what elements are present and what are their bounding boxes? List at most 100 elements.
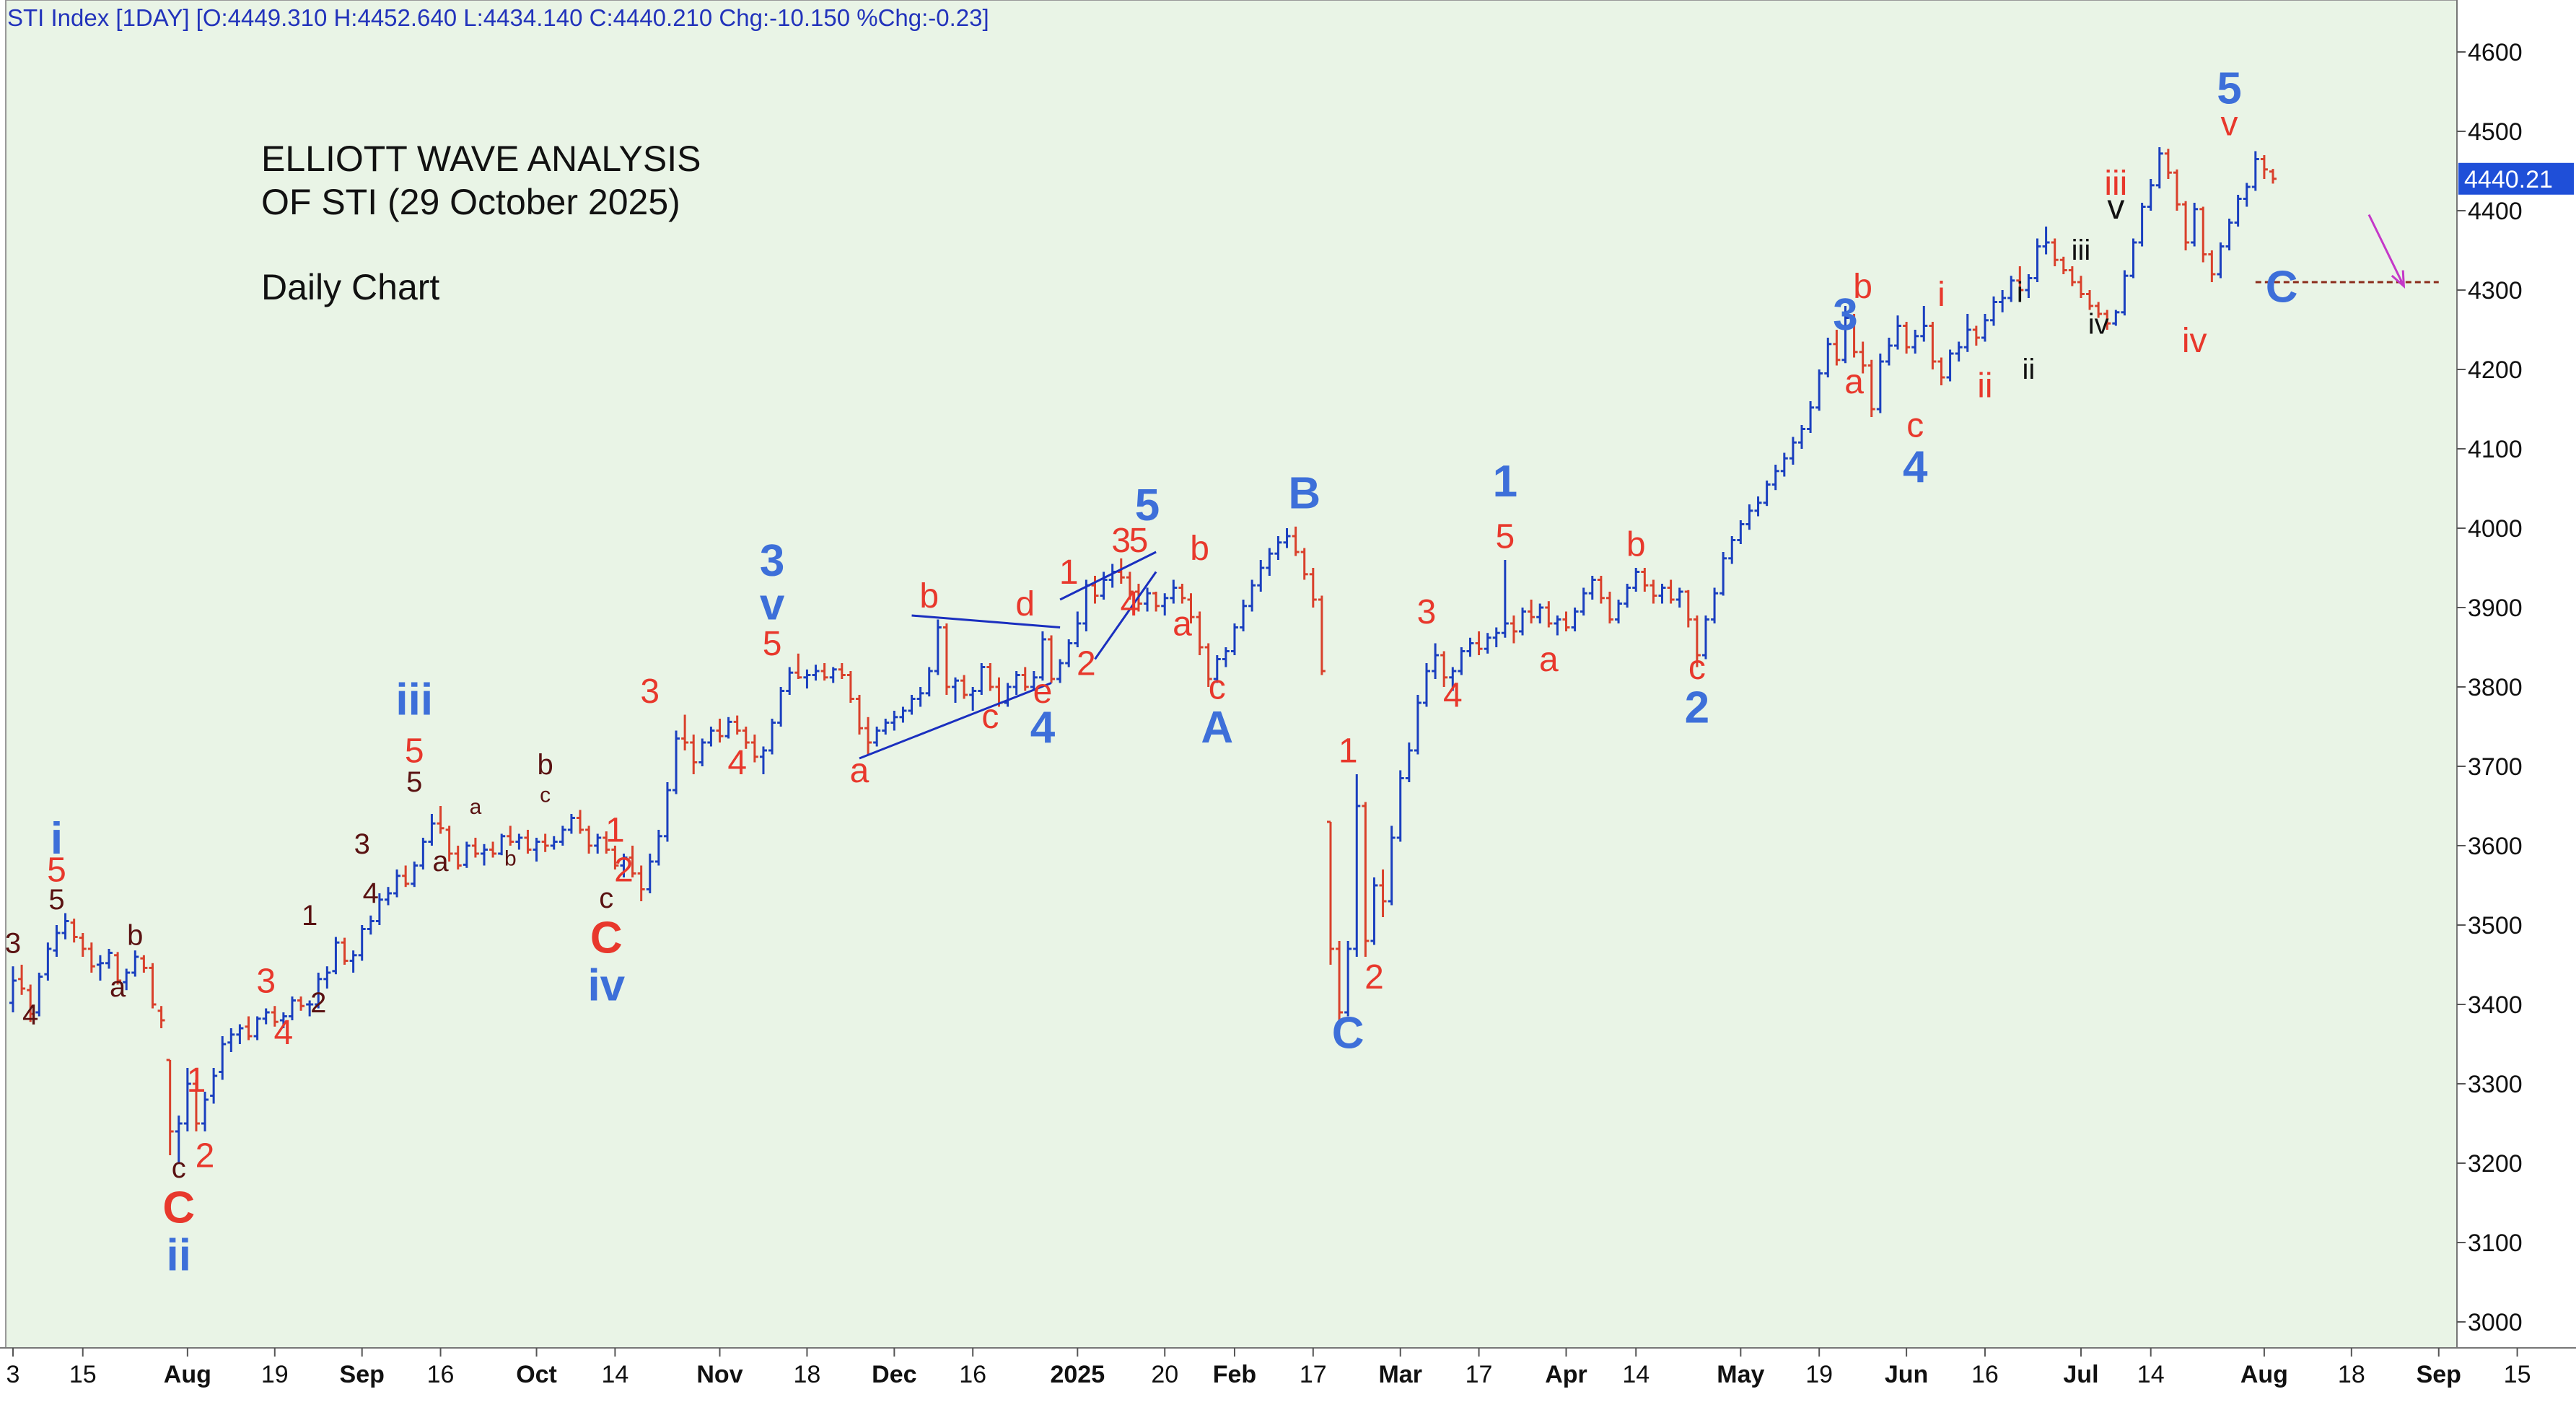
chart-subtitle: Daily Chart xyxy=(261,267,440,307)
ohlc-bar xyxy=(620,854,628,877)
ohlc-bar xyxy=(1283,528,1291,548)
ohlc-bar xyxy=(1274,536,1282,560)
ohlc-bar xyxy=(724,717,732,739)
ohlc-bar xyxy=(411,862,419,888)
ohlc-bar xyxy=(1536,603,1544,623)
ohlc-bar xyxy=(1771,465,1779,491)
wave-label: 3 xyxy=(1833,290,1857,340)
ohlc-bar xyxy=(855,695,863,735)
ohlc-bar xyxy=(1632,568,1640,592)
ohlc-bar xyxy=(349,950,357,973)
wave-label: iii xyxy=(395,675,433,725)
y-tick-label: 4000 xyxy=(2468,515,2523,543)
wave-label: a xyxy=(850,752,869,790)
trendline xyxy=(1059,551,1157,601)
ohlc-bar xyxy=(942,623,950,695)
wave-label: 4 xyxy=(1121,585,1140,623)
x-tick-label: Sep xyxy=(2417,1361,2461,1388)
ohlc-bar xyxy=(367,915,374,935)
wave-label: c xyxy=(540,784,551,807)
ohlc-bar xyxy=(2260,155,2268,179)
plot-area xyxy=(5,0,2458,1349)
y-tick-label: 3400 xyxy=(2468,991,2523,1019)
x-tick-label: Nov xyxy=(696,1361,742,1388)
ohlc-bar xyxy=(1065,639,1073,667)
ohlc-bar xyxy=(70,919,78,943)
wave-label: 5 xyxy=(1135,481,1160,530)
ohlc-bar xyxy=(18,965,26,995)
wave-label: e xyxy=(1033,672,1053,711)
wave-label: iii xyxy=(2104,165,2127,203)
ohlc-bar xyxy=(2225,219,2233,250)
ohlc-bar xyxy=(1266,548,1274,576)
analysis-title-block: ELLIOTT WAVE ANALYSIS OF STI (29 October… xyxy=(261,137,701,309)
ohlc-bar xyxy=(2208,250,2216,282)
ohlc-bar xyxy=(2129,238,2137,279)
ohlc-bar xyxy=(1492,627,1500,647)
x-tick-label: 3 xyxy=(6,1361,20,1388)
wave-label: 1 xyxy=(187,1061,206,1100)
ohlc-bar xyxy=(1021,667,1029,691)
x-tick-label: 14 xyxy=(2137,1361,2165,1388)
projection-arrow-head xyxy=(2391,270,2406,289)
ohlc-bar xyxy=(315,973,323,1009)
ohlc-bar xyxy=(27,984,35,1022)
ohlc-bar xyxy=(1012,671,1020,695)
ohlc-bar xyxy=(428,814,436,846)
ohlc-bar xyxy=(1144,587,1152,612)
y-tick-label: 3600 xyxy=(2468,833,2523,860)
ohlc-bar xyxy=(341,937,349,965)
ohlc-bar xyxy=(227,1028,235,1052)
x-tick-label: Apr xyxy=(1545,1361,1587,1388)
ohlc-bar xyxy=(437,806,444,834)
ohlc-bar xyxy=(1240,600,1248,631)
y-tick-label: 3200 xyxy=(2468,1150,2523,1178)
ohlc-bar xyxy=(123,968,131,991)
ohlc-bar xyxy=(2051,238,2059,266)
ohlc-bar xyxy=(1937,357,1945,385)
ohlc-bar xyxy=(908,695,916,715)
wave-label: 5 xyxy=(405,732,424,771)
ohlc-bar xyxy=(882,719,890,735)
y-tick-label: 4200 xyxy=(2468,356,2523,384)
ohlc-bar xyxy=(716,719,724,742)
ohlc-bar xyxy=(1737,520,1745,544)
ohlc-bar xyxy=(698,738,706,766)
wave-label: a xyxy=(1844,363,1864,401)
y-tick-label: 3100 xyxy=(2468,1230,2523,1257)
x-tick-label: 15 xyxy=(69,1361,97,1388)
ohlc-bar xyxy=(1152,592,1160,612)
wave-label: 1 xyxy=(1493,457,1517,507)
x-tick-label: 19 xyxy=(1805,1361,1833,1388)
ohlc-bar xyxy=(2155,147,2163,189)
ohlc-bar xyxy=(192,1079,200,1131)
ohlc-bar xyxy=(577,810,584,834)
ohlc-bar xyxy=(1379,869,1387,917)
ohlc-bar xyxy=(2016,266,2024,294)
wave-label: 3 xyxy=(5,928,21,960)
ohlc-bar xyxy=(1867,359,1875,417)
ohlc-bar xyxy=(2121,270,2129,316)
x-tick-label: Dec xyxy=(872,1361,916,1388)
ohlc-bar xyxy=(288,996,296,1020)
ohlc-bar xyxy=(1972,325,1980,346)
ohlc-bar xyxy=(820,663,828,681)
ohlc-bar xyxy=(673,730,680,794)
ohlc-bar xyxy=(1213,655,1221,683)
x-tick-label: 19 xyxy=(261,1361,289,1388)
ohlc-bar xyxy=(1161,593,1169,615)
ohlc-bar xyxy=(663,782,671,842)
ohlc-bar xyxy=(890,711,898,731)
wave-label: 4 xyxy=(22,999,38,1031)
ohlc-bar xyxy=(1458,647,1466,675)
last-price-label: 4440.21 xyxy=(2464,166,2553,193)
ohlc-bar xyxy=(750,735,758,763)
wave-label: c xyxy=(172,1152,186,1184)
ohlc-bar xyxy=(219,1036,227,1080)
ohlc-bar xyxy=(986,663,994,691)
wave-label: 5 xyxy=(1129,522,1149,560)
x-tick-label: May xyxy=(1717,1361,1764,1388)
wave-label: 4 xyxy=(1903,442,1928,492)
wave-label: 5 xyxy=(48,884,64,916)
wave-label: 4 xyxy=(363,877,379,909)
